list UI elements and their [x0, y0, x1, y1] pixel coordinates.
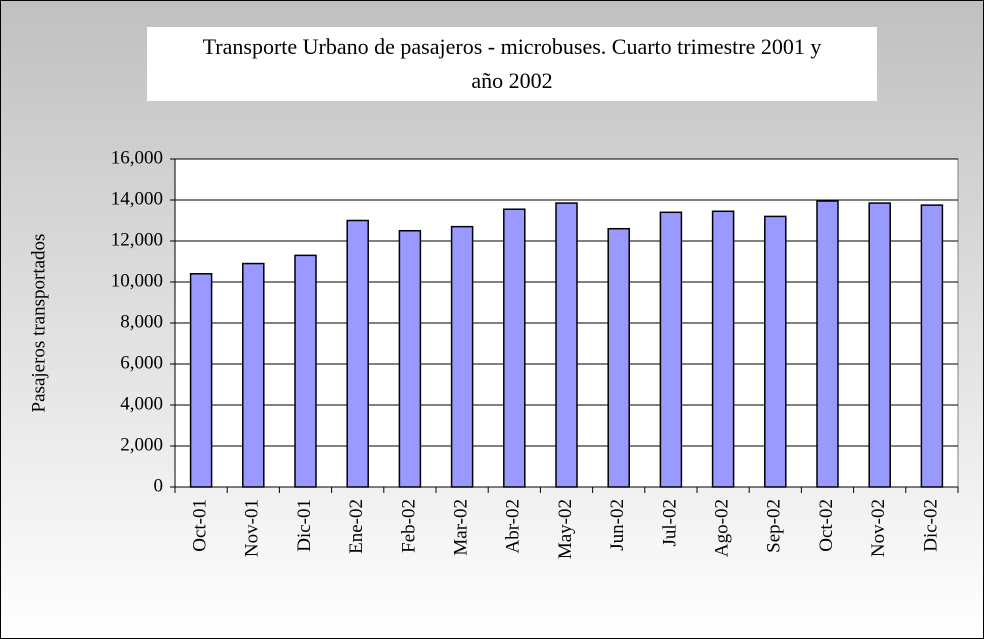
bar: [503, 208, 526, 488]
y-tick-label: 4,000: [120, 393, 163, 414]
bar: [398, 230, 422, 488]
x-tick-label: Ene-02: [346, 499, 367, 554]
bar: [189, 273, 213, 488]
bar: [346, 219, 369, 488]
bar: [711, 210, 735, 488]
bar: [607, 227, 630, 488]
y-tick-label: 10,000: [111, 270, 163, 291]
x-tick-label: Oct-01: [189, 499, 210, 552]
bar: [868, 202, 891, 488]
x-tick-label: Nov-02: [868, 499, 889, 557]
x-tick-label: Mar-02: [450, 499, 471, 556]
x-tick-label: Nov-01: [242, 499, 263, 557]
chart-title: Transporte Urbano de pasajeros - microbu…: [202, 34, 822, 93]
bar: [294, 254, 317, 488]
y-axis-label: Pasajeros transportados: [28, 234, 49, 413]
x-tick-label: May-02: [555, 499, 576, 559]
y-tick-label: 8,000: [120, 311, 163, 332]
bar: [764, 215, 787, 488]
x-tick-label: Jul-02: [659, 499, 680, 547]
x-tick-label: Abr-02: [503, 499, 524, 554]
x-tick-label: Jun-02: [607, 499, 628, 551]
bar: [816, 200, 839, 488]
x-tick-label: Feb-02: [398, 499, 419, 553]
x-tick-label: Oct-02: [816, 499, 837, 552]
x-tick-label: Ago-02: [711, 499, 732, 557]
y-tick-label: 14,000: [111, 188, 163, 209]
x-tick-label: Dic-02: [920, 499, 941, 552]
bar: [659, 211, 683, 488]
bar: [242, 262, 265, 488]
bar: [555, 202, 578, 488]
y-tick-label: 12,000: [111, 229, 163, 250]
x-tick-label: Sep-02: [764, 499, 785, 553]
chart-title-box: Transporte Urbano de pasajeros - microbu…: [147, 27, 877, 101]
bar: [920, 204, 944, 488]
y-tick-label: 0: [154, 475, 164, 496]
y-tick-label: 6,000: [120, 352, 163, 373]
x-tick-label: Dic-01: [294, 499, 315, 552]
y-tick-label: 16,000: [111, 147, 163, 168]
y-tick-label: 2,000: [120, 434, 163, 455]
bar: [450, 225, 474, 488]
